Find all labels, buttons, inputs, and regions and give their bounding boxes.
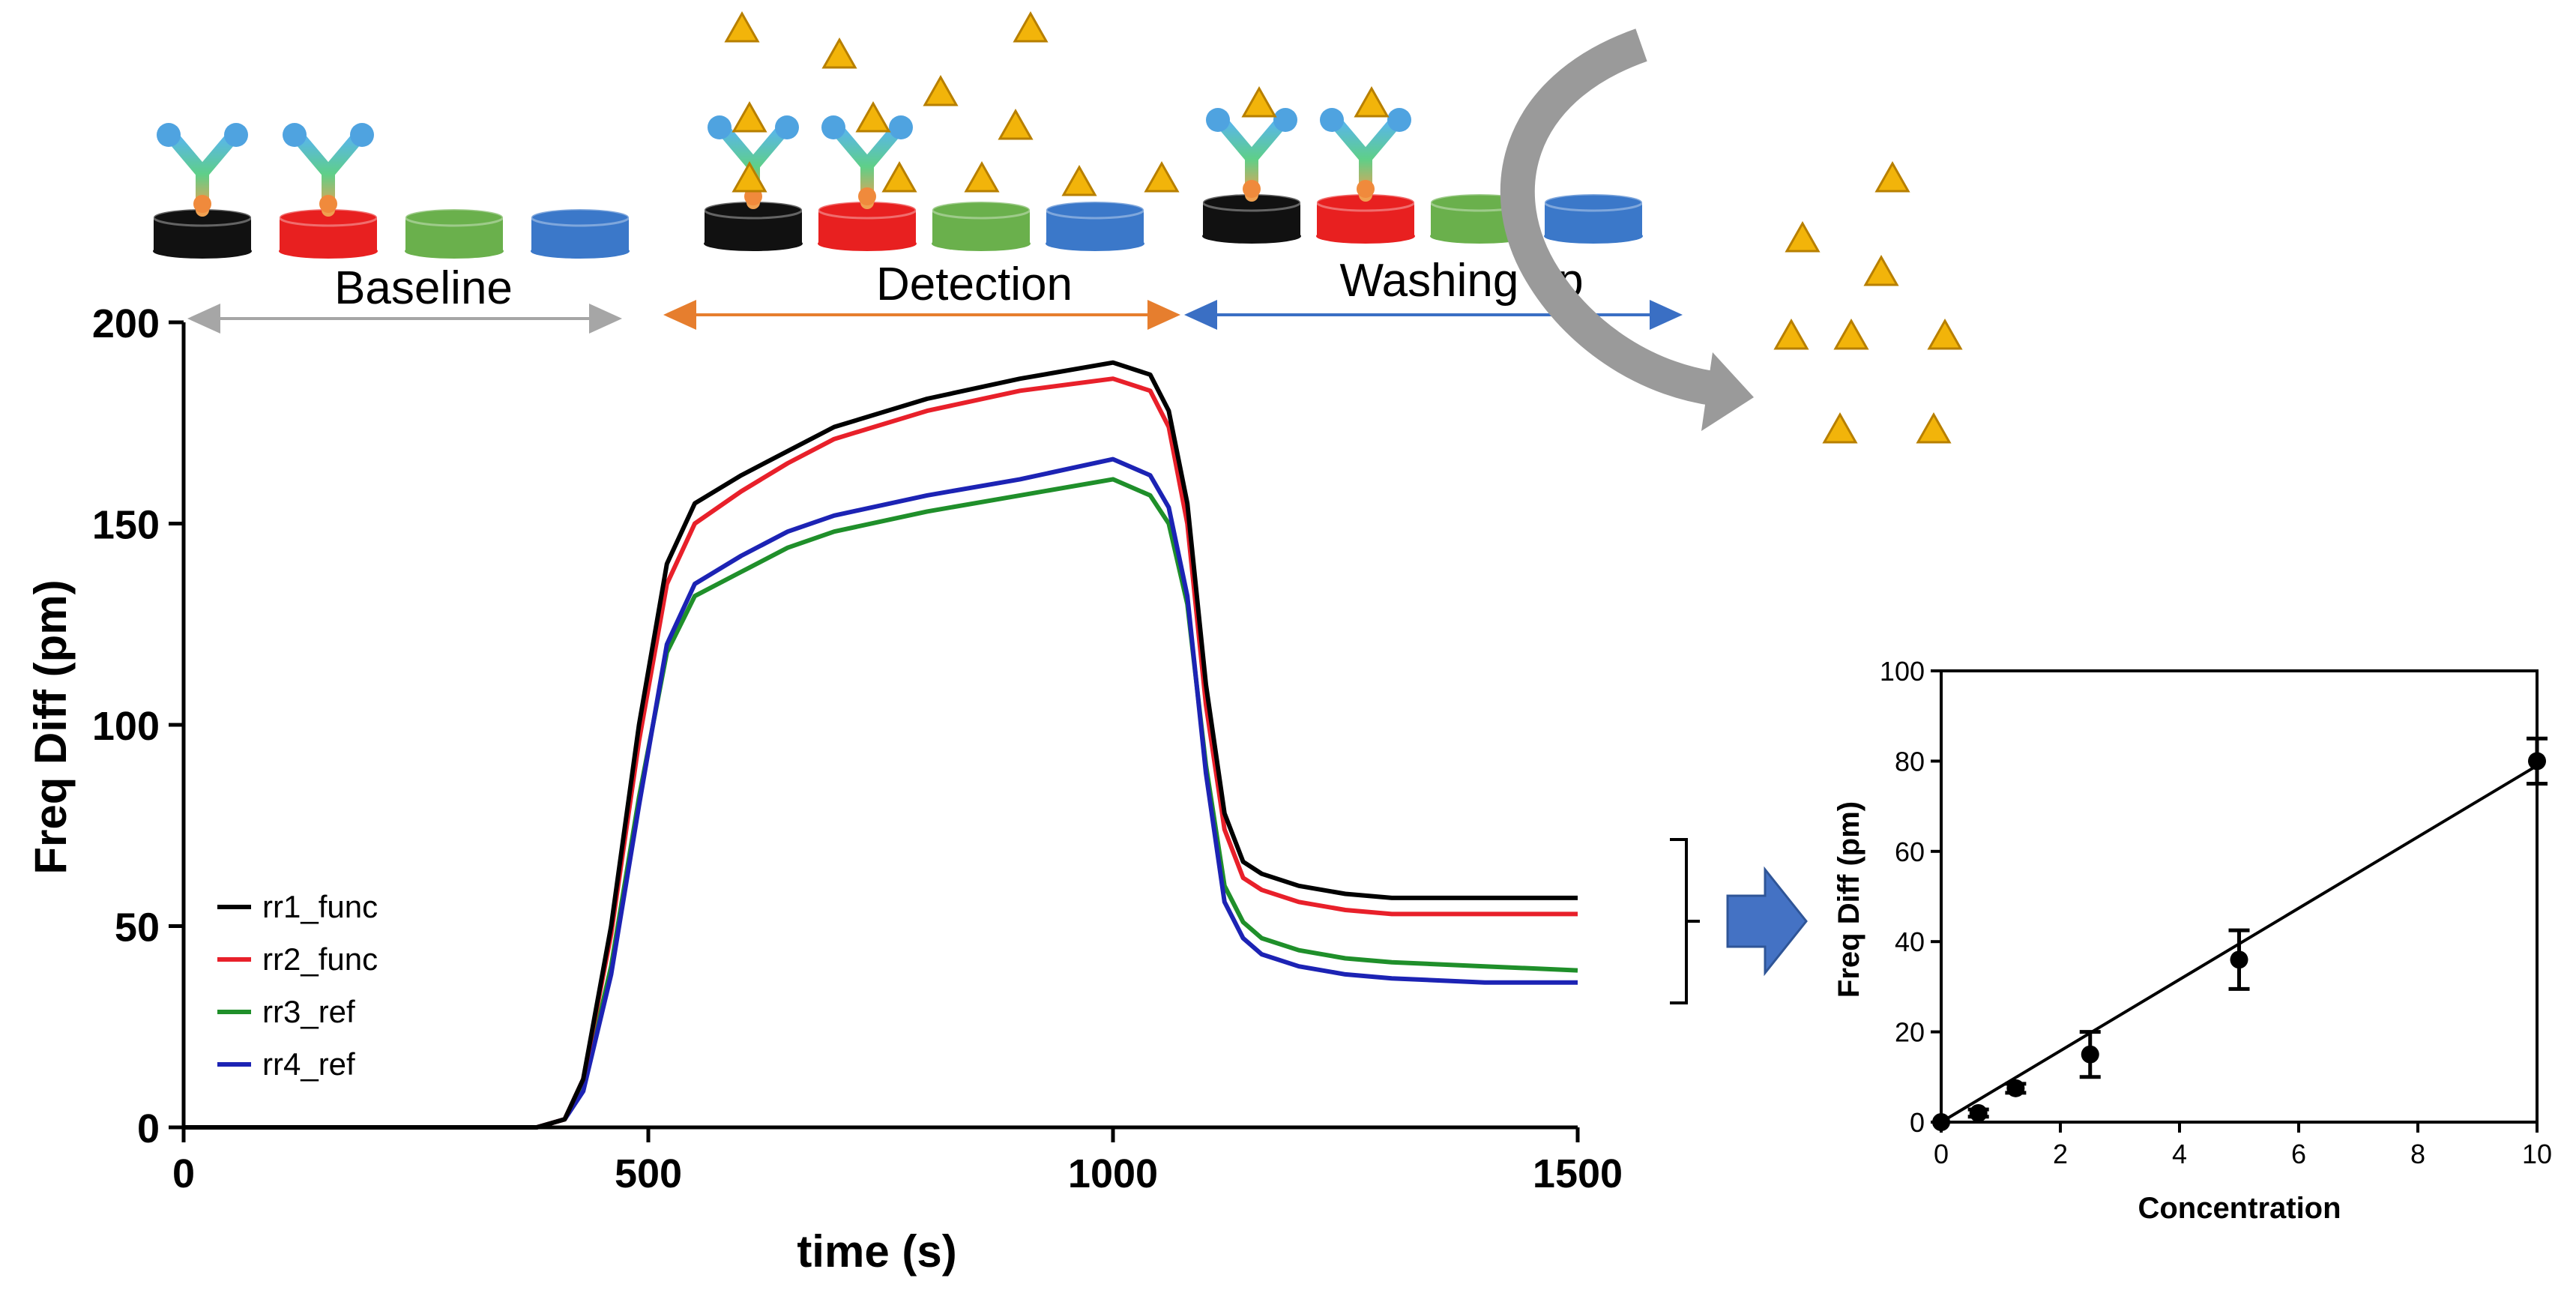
antibody-icon xyxy=(821,115,913,209)
endpoint-bracket xyxy=(1670,838,1700,1004)
calibration-plot-frame xyxy=(1940,669,2539,1124)
antibody-icon xyxy=(157,123,248,217)
calibration-point xyxy=(1932,1113,1950,1131)
legend-label-rr1_func: rr1_func xyxy=(262,889,378,924)
calibration-x-tick-label: 2 xyxy=(2053,1139,2068,1169)
analyte-icon xyxy=(1144,160,1180,193)
main-y-axis-label: Freq Diff (pm) xyxy=(25,579,76,874)
analyte-icon xyxy=(881,160,917,193)
sensor-ring-top xyxy=(1543,193,1644,212)
series-line-rr2_func xyxy=(184,376,1578,1130)
analyte-icon xyxy=(1013,10,1049,43)
calibration-point xyxy=(2006,1079,2025,1097)
calibration-x-tick-label: 0 xyxy=(1934,1139,1949,1169)
main-line-chart: 0 50 100 150 200 0 500 1000 1500 time (s) Freq D… xyxy=(25,301,1623,1277)
antibody-icon xyxy=(1206,108,1297,202)
calibration-point xyxy=(2230,950,2248,969)
legend-label-rr3_ref: rr3_ref xyxy=(262,994,355,1029)
calibration-y-tick-label: 40 xyxy=(1895,926,1925,957)
calibration-x-tick-label: 10 xyxy=(2522,1139,2552,1169)
analyte-icon xyxy=(964,160,1000,193)
analyte-icon xyxy=(732,160,767,193)
analyte-icon xyxy=(1241,85,1277,118)
calibration-x-tick-label: 4 xyxy=(2172,1139,2187,1169)
main-y-tick-label: 100 xyxy=(92,704,160,749)
analyte-icon xyxy=(1822,412,1858,444)
main-y-tick-label: 150 xyxy=(92,503,160,548)
sensor-ring-top xyxy=(530,208,630,227)
analyte-icon xyxy=(1927,318,1963,350)
main-x-tick-label: 0 xyxy=(172,1151,195,1196)
analyte-icon xyxy=(923,74,959,106)
analyte-icon xyxy=(1916,412,1952,444)
calibration-point xyxy=(2528,752,2546,771)
analyte-icon xyxy=(821,37,857,69)
analyte-icon xyxy=(1061,164,1097,196)
analyte-icon xyxy=(724,10,760,43)
legend-label-rr4_ref: rr4_ref xyxy=(262,1046,355,1082)
main-x-tick-label: 500 xyxy=(615,1151,682,1196)
calibration-x-axis-label: Concentration xyxy=(2138,1192,2341,1225)
calibration-point xyxy=(1969,1103,1988,1122)
sensor-ring-top xyxy=(931,200,1031,220)
main-y-tick-label: 50 xyxy=(115,905,160,950)
calibration-y-tick-label: 0 xyxy=(1910,1107,1925,1138)
calibration-x-tick-label: 8 xyxy=(2410,1139,2425,1169)
main-x-tick-label: 1500 xyxy=(1533,1151,1623,1196)
calibration-point xyxy=(2081,1045,2099,1064)
series-line-rr1_func xyxy=(184,360,1578,1130)
analyte-icon xyxy=(1863,254,1899,286)
analyte-icon xyxy=(1833,318,1869,350)
analyte-icon xyxy=(998,108,1034,140)
calibration-y-tick-label: 100 xyxy=(1880,656,1925,687)
wash-off-curved-arrow xyxy=(1500,28,1754,431)
main-x-tick-label: 1000 xyxy=(1068,1151,1158,1196)
antibody-icon xyxy=(283,123,374,217)
calibration-x-tick-label: 6 xyxy=(2291,1139,2306,1169)
analyte-icon xyxy=(1773,318,1809,350)
analyte-icon xyxy=(1785,220,1821,253)
series-line-rr4_ref xyxy=(184,456,1578,1130)
calibration-y-tick-label: 60 xyxy=(1895,837,1925,867)
stage-label-baseline: Baseline xyxy=(334,262,513,314)
main-legend: rr1_func rr2_func rr3_ref rr4_ref xyxy=(217,889,378,1082)
sensor-ring-top xyxy=(1045,200,1145,220)
sensor-ring-top xyxy=(404,208,504,227)
main-x-axis-label: time (s) xyxy=(797,1226,956,1277)
main-y-tick-label: 0 xyxy=(137,1106,160,1151)
analyte-icon xyxy=(1354,85,1390,118)
calibration-y-tick-label: 20 xyxy=(1895,1017,1925,1048)
series-line-rr3_ref xyxy=(184,477,1578,1130)
stage-label-detection: Detection xyxy=(876,259,1073,310)
calibration-y-axis-label: Freq Diff (pm) xyxy=(1833,801,1865,998)
legend-label-rr2_func: rr2_func xyxy=(262,941,378,977)
antibody-icon xyxy=(1320,108,1411,202)
analyte-icon xyxy=(855,100,891,133)
analyte-icon xyxy=(1874,160,1910,193)
calibration-chart: 0 20 40 60 80 100 0 2 4 6 8 10 Concentration Freq D… xyxy=(1833,656,2552,1225)
analyte-icon xyxy=(732,100,767,133)
calibration-y-tick-label: 80 xyxy=(1895,746,1925,777)
block-arrow xyxy=(1726,866,1808,977)
main-y-tick-label: 200 xyxy=(92,301,160,346)
